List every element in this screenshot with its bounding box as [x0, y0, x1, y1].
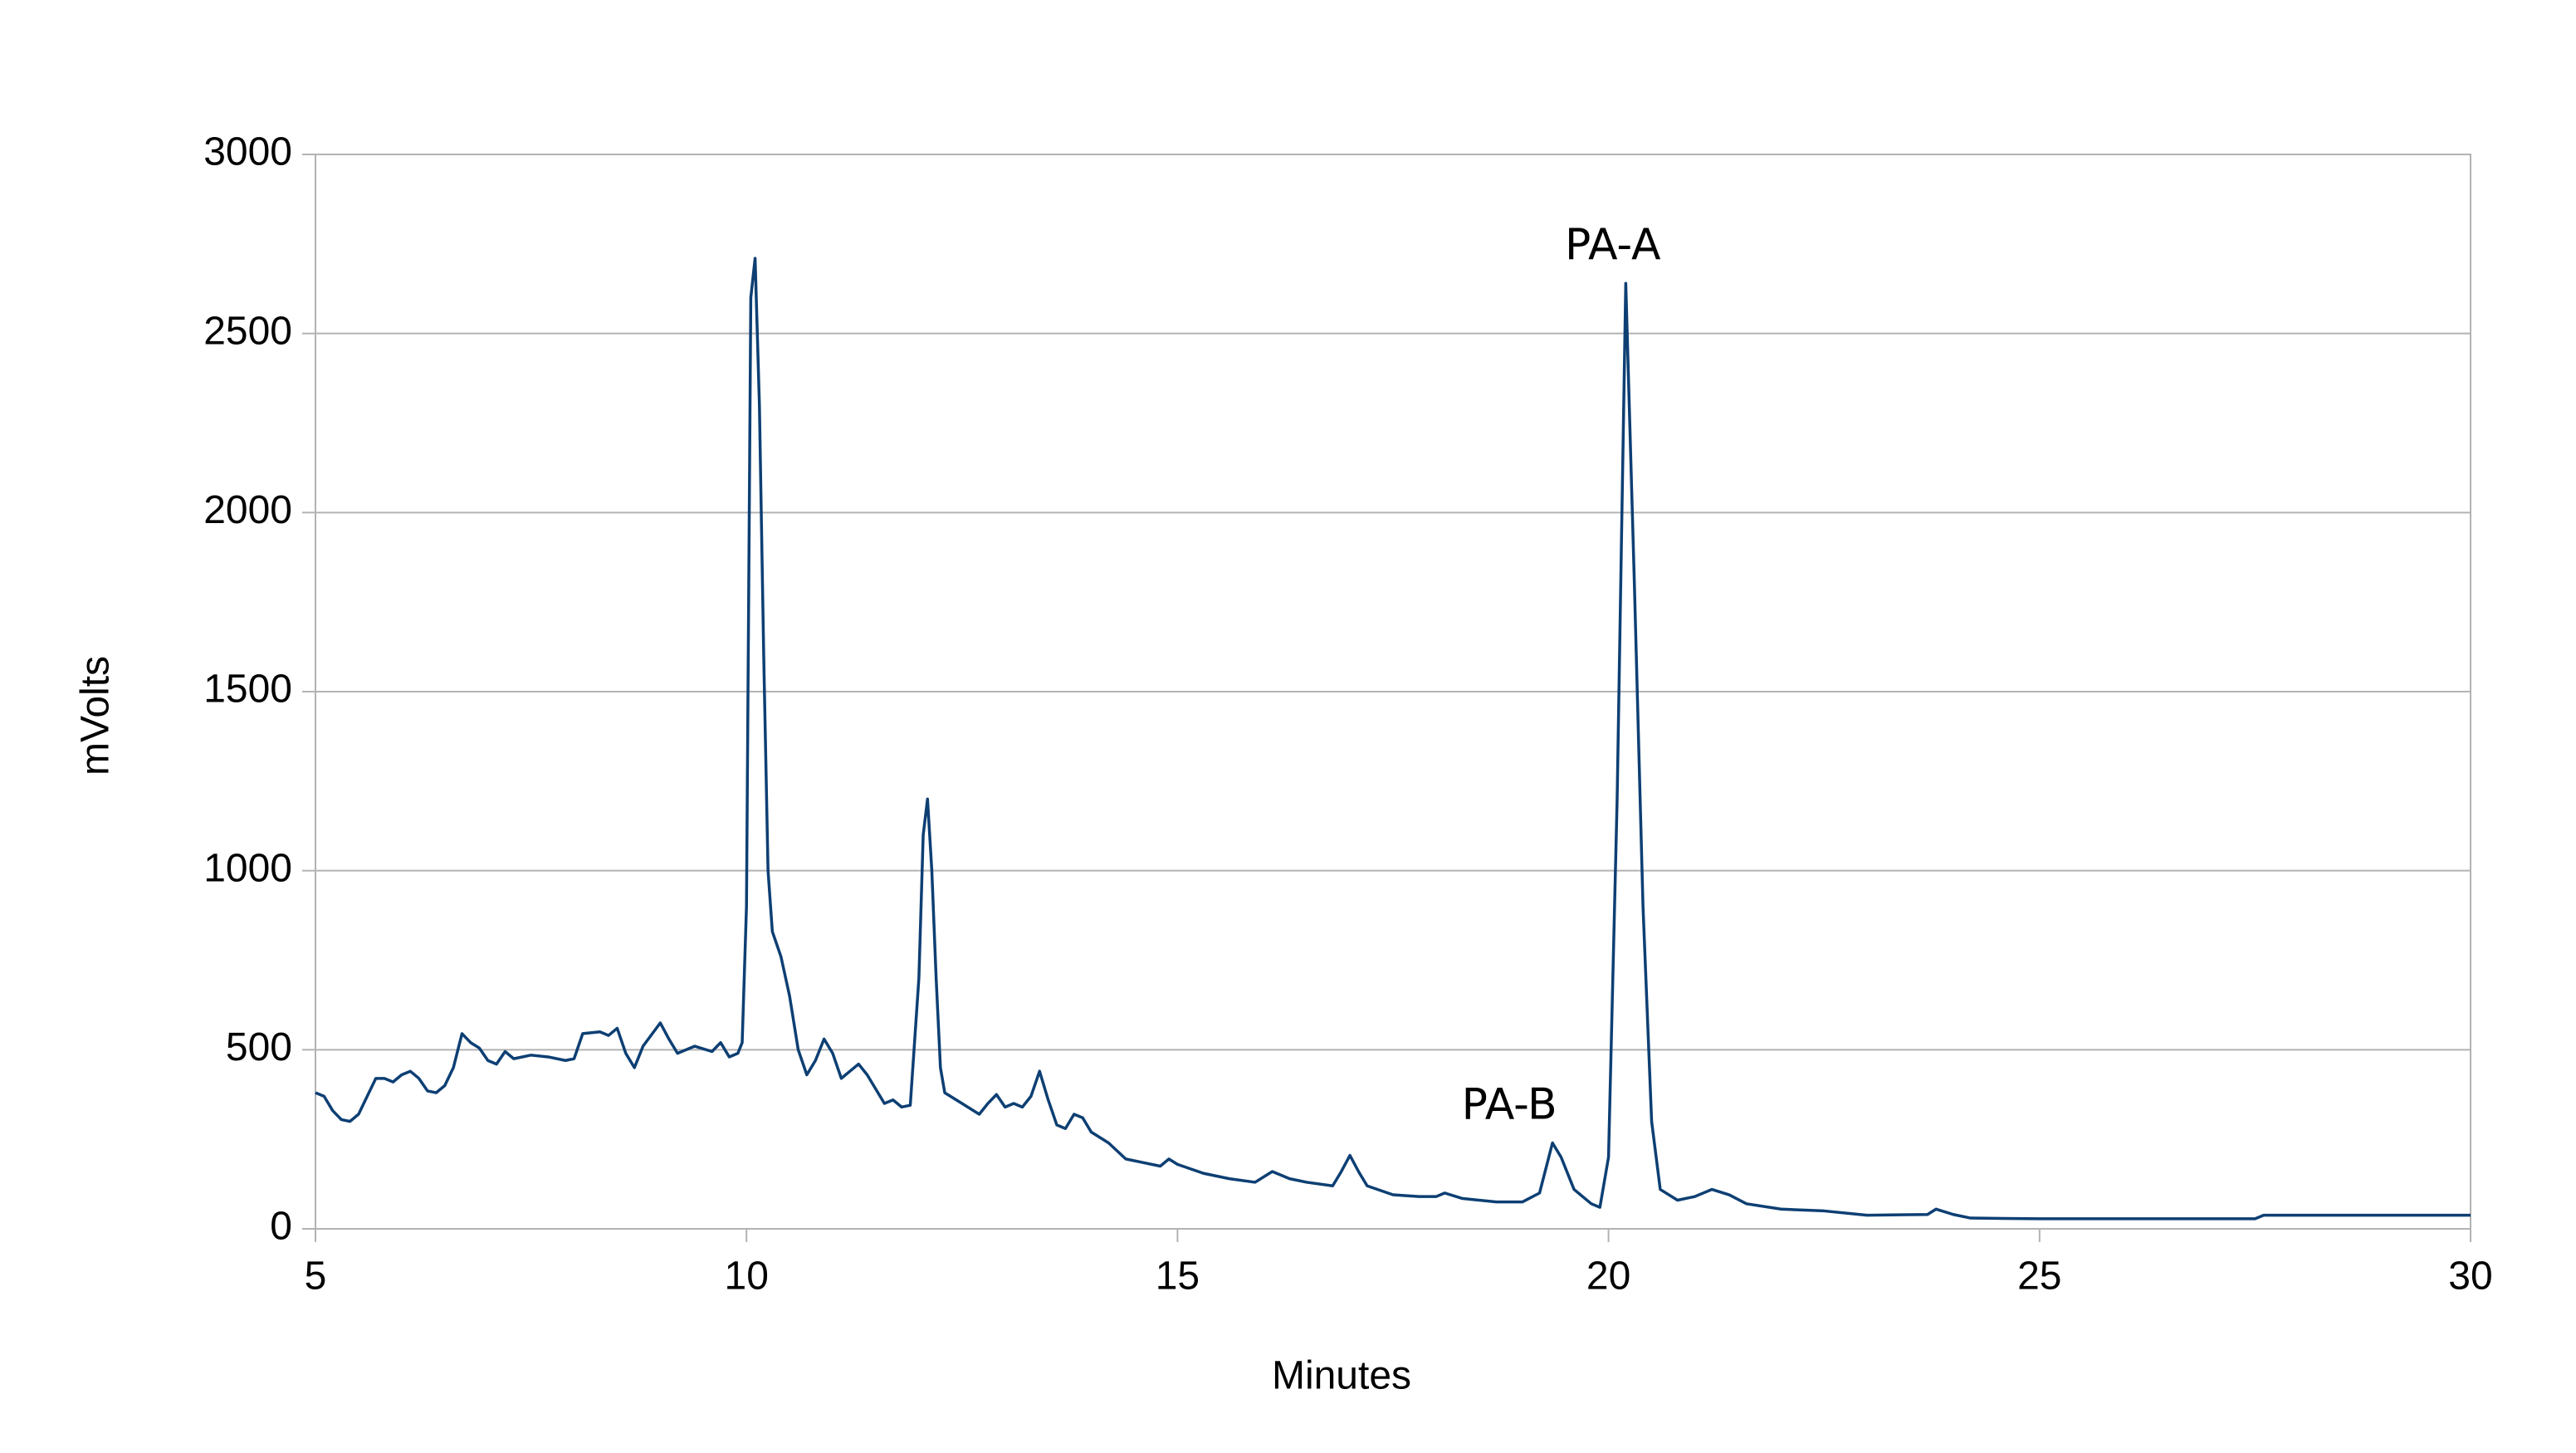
- data-line: [315, 257, 2471, 1221]
- y-tick-label: 1500: [203, 668, 292, 712]
- y-tick-label: 500: [226, 1025, 292, 1069]
- x-tick-label: 20: [1586, 1255, 1630, 1299]
- y-axis-label: mVolts: [74, 656, 118, 775]
- x-tick-label: 25: [2017, 1255, 2061, 1299]
- y-tick-label: 2500: [203, 309, 292, 353]
- y-tick-label: 2000: [203, 488, 292, 532]
- y-tick-label: 1000: [203, 846, 292, 890]
- y-tick-label: 0: [270, 1205, 292, 1249]
- x-tick-label: 5: [305, 1255, 327, 1299]
- y-tick-label: 3000: [203, 130, 292, 174]
- annotation: PA-B: [1462, 1079, 1557, 1129]
- x-tick-label: 15: [1156, 1255, 1200, 1299]
- plot-frame: [315, 154, 2471, 1230]
- x-axis-label: Minutes: [1272, 1354, 1411, 1398]
- x-tick-label: 10: [725, 1255, 769, 1299]
- annotation: PA-A: [1565, 220, 1661, 270]
- x-tick-label: 30: [2448, 1255, 2492, 1299]
